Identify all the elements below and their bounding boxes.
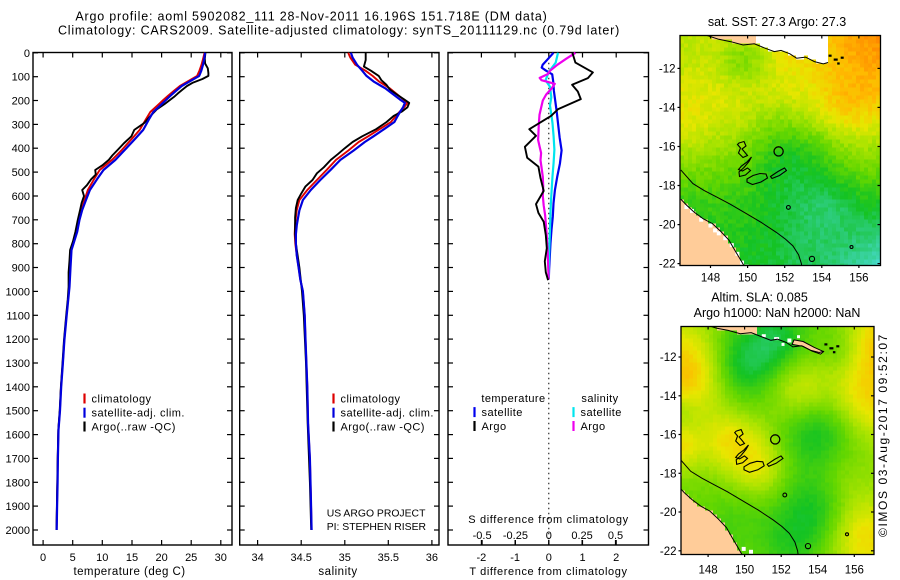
svg-text:Climatology: CARS2009. Satelli: Climatology: CARS2009. Satellite-adjuste… xyxy=(58,24,620,38)
svg-text:1: 1 xyxy=(579,552,585,564)
svg-text:1700: 1700 xyxy=(6,453,30,465)
svg-text:2: 2 xyxy=(613,552,619,564)
svg-text:100: 100 xyxy=(12,72,30,84)
svg-text:800: 800 xyxy=(12,239,30,251)
svg-text:salinity: salinity xyxy=(318,566,357,578)
svg-text:T difference from climatology: T difference from climatology xyxy=(469,566,627,578)
svg-text:10: 10 xyxy=(96,552,108,564)
svg-text:US ARGO PROJECT: US ARGO PROJECT xyxy=(327,509,426,520)
svg-text:1200: 1200 xyxy=(6,334,30,346)
svg-text:1800: 1800 xyxy=(6,477,30,489)
svg-text:satellite: satellite xyxy=(482,407,523,419)
svg-text:1500: 1500 xyxy=(6,406,30,418)
svg-text:1000: 1000 xyxy=(6,286,30,298)
svg-text:5: 5 xyxy=(70,552,76,564)
svg-text:900: 900 xyxy=(12,263,30,275)
svg-text:1600: 1600 xyxy=(6,430,30,442)
svg-text:PI: STEPHEN RISER: PI: STEPHEN RISER xyxy=(327,522,427,533)
svg-text:35: 35 xyxy=(339,552,351,564)
svg-text:Argo h1000: NaN h2000: NaN: Argo h1000: NaN h2000: NaN xyxy=(694,306,861,320)
svg-text:35.5: 35.5 xyxy=(378,552,399,564)
svg-text:Argo(..raw -QC): Argo(..raw -QC) xyxy=(92,422,176,434)
svg-text:1100: 1100 xyxy=(6,310,30,322)
svg-text:S difference from climatology: S difference from climatology xyxy=(468,514,629,526)
svg-text:0: 0 xyxy=(546,552,552,564)
svg-text:700: 700 xyxy=(12,215,30,227)
svg-text:salinity: salinity xyxy=(581,393,618,405)
svg-text:1900: 1900 xyxy=(6,501,30,513)
svg-text:temperature: temperature xyxy=(481,393,545,405)
svg-text:satellite-adj. clim.: satellite-adj. clim. xyxy=(92,408,185,420)
svg-text:400: 400 xyxy=(12,143,30,155)
svg-text:2000: 2000 xyxy=(6,525,30,537)
svg-text:0.5: 0.5 xyxy=(608,530,623,542)
svg-text:satellite-adj. clim.: satellite-adj. clim. xyxy=(341,408,434,420)
svg-text:Argo profile: aoml 5902082_111: Argo profile: aoml 5902082_111 28-Nov-20… xyxy=(75,10,547,24)
svg-text:-2: -2 xyxy=(477,552,487,564)
svg-text:0.25: 0.25 xyxy=(571,530,592,542)
svg-text:20: 20 xyxy=(155,552,167,564)
svg-text:15: 15 xyxy=(126,552,138,564)
svg-text:300: 300 xyxy=(12,119,30,131)
svg-text:climatology: climatology xyxy=(92,394,152,406)
svg-text:-1: -1 xyxy=(510,552,520,564)
svg-text:0: 0 xyxy=(40,552,46,564)
svg-text:satellite: satellite xyxy=(581,407,622,419)
svg-text:Argo: Argo xyxy=(482,421,507,433)
svg-text:34: 34 xyxy=(251,552,263,564)
svg-text:0: 0 xyxy=(546,530,552,542)
svg-text:-0.25: -0.25 xyxy=(503,530,528,542)
svg-text:1300: 1300 xyxy=(6,358,30,370)
svg-text:temperature (deg C): temperature (deg C) xyxy=(73,566,185,578)
svg-text:200: 200 xyxy=(12,96,30,108)
svg-text:climatology: climatology xyxy=(341,394,401,406)
svg-text:Argo: Argo xyxy=(581,421,606,433)
svg-text:0: 0 xyxy=(24,48,30,60)
svg-text:1400: 1400 xyxy=(6,382,30,394)
svg-text:Altim. SLA: 0.085: Altim. SLA: 0.085 xyxy=(711,291,808,305)
svg-text:30: 30 xyxy=(215,552,227,564)
svg-text:600: 600 xyxy=(12,191,30,203)
svg-text:34.5: 34.5 xyxy=(290,552,311,564)
svg-text:sat. SST: 27.3 Argo: 27.3: sat. SST: 27.3 Argo: 27.3 xyxy=(708,15,846,29)
svg-text:-0.5: -0.5 xyxy=(473,530,492,542)
svg-text:36: 36 xyxy=(426,552,438,564)
svg-text:Argo(..raw -QC): Argo(..raw -QC) xyxy=(341,422,425,434)
svg-text:25: 25 xyxy=(185,552,197,564)
svg-text:500: 500 xyxy=(12,167,30,179)
